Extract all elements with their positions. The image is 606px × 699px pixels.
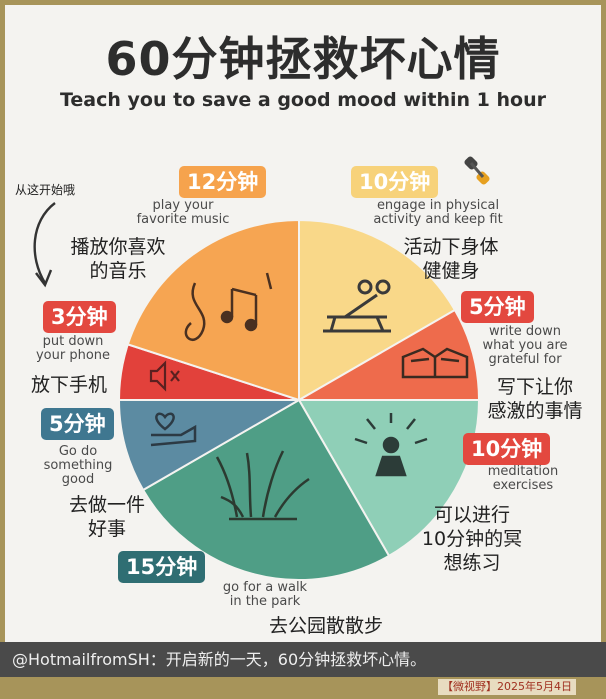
pie-chart [117,156,490,581]
caption-cn-grateful: 写下让你 感激的事情 [487,376,583,422]
badge-meditation: 10分钟 [463,433,551,465]
pie-slice-exercise [298,218,457,402]
pie-slice-good-deed [117,399,303,492]
grass-icon [215,450,310,521]
dumbbell-icon [464,156,490,185]
page-title: 60分钟拯救坏心情 [105,32,501,86]
music-notes-icon [184,272,273,341]
pie-slice-meditation [297,399,481,558]
caption-cn-meditation: 可以进行 10分钟的冥 想练习 [421,504,523,574]
date-stamp: 【微视野】2025年5月4日 [438,679,576,695]
pie-slice-music [126,218,300,402]
caption-en-phone: put down your phone [35,334,111,363]
open-book-icon [401,347,469,379]
caption-en-good-deed: Go do something good [43,444,113,487]
caption-cn-walk: 去公园散散步 [268,615,383,637]
footer-caption: @HotmailfromSH：开启新的一天，60分钟拯救坏心情。 [0,642,606,677]
weight-bench-icon [323,279,391,333]
curved-arrow-icon [33,202,56,288]
badge-phone: 3分钟 [43,301,116,333]
pie-segments [117,218,481,581]
caption-en-grateful: write down what you are grateful for [482,324,568,367]
caption-cn-music: 播放你喜欢 的音乐 [70,236,166,282]
caption-en-meditation: meditation exercises [487,464,559,493]
start-label: 从这开始哦 [15,183,76,197]
badge-music: 12分钟 [179,166,267,198]
phone-mute-icon [149,360,180,392]
infographic-card: 60分钟拯救坏心情 Teach you to save a good mood … [5,5,601,642]
badge-walk: 15分钟 [118,551,206,583]
caption-cn-exercise: 活动下身体 健健身 [403,236,499,282]
caption-cn-good-deed: 去做一件 好事 [68,494,145,540]
caption-en-exercise: engage in physical activity and keep fit [373,198,503,227]
caption-en-walk: go for a walk in the park [222,580,308,609]
badge-grateful: 5分钟 [461,291,534,323]
caption-cn-phone: 放下手机 [30,374,107,396]
badge-exercise: 10分钟 [351,166,439,198]
caption-en-music: play your favorite music [136,198,230,227]
meditation-icon [354,413,428,477]
heart-hand-icon [150,412,197,447]
badge-good-deed: 5分钟 [41,408,114,440]
pie-slice-walk [141,398,391,581]
page-subtitle: Teach you to save a good mood within 1 h… [59,89,546,111]
